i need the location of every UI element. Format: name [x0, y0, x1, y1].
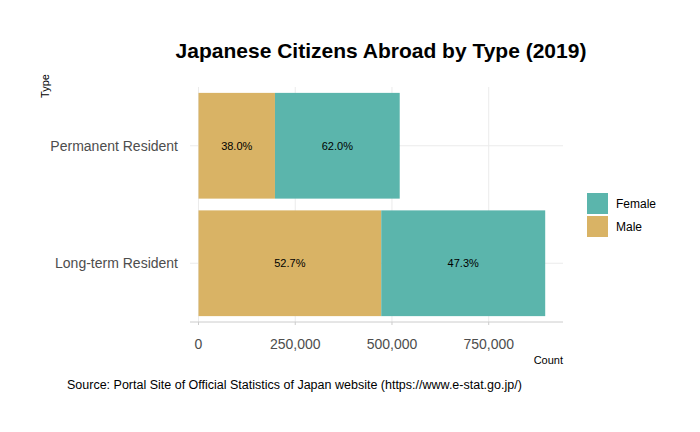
background	[0, 0, 700, 432]
chart: 38.0% 62.0% 52.7% 47.3% 0 250,000 500,000 750,0…	[0, 0, 700, 432]
data-labels: 38.0% 62.0% 52.7% 47.3%	[221, 140, 479, 270]
x-axis: 0 250,000 500,000 750,000	[195, 322, 515, 352]
legend-swatch	[587, 216, 608, 237]
legend-label: Female	[616, 197, 656, 211]
y-axis: Permanent Resident Long-term Resident	[50, 138, 178, 272]
bar	[275, 93, 400, 199]
tick-mark	[295, 322, 296, 325]
caption: Source: Portal Site of Official Statisti…	[67, 378, 522, 392]
data-label: 38.0%	[221, 140, 252, 152]
tick-mark	[198, 322, 199, 325]
legend-label: Male	[616, 220, 642, 234]
tick-label: 0	[195, 336, 203, 352]
tick-label: 500,000	[367, 336, 418, 352]
bars	[199, 93, 546, 316]
tick-mark	[391, 322, 392, 325]
data-label: 62.0%	[322, 140, 353, 152]
x-axis-title: Count	[534, 354, 563, 366]
y-axis-title: Type	[39, 74, 51, 98]
tick-label: 250,000	[270, 336, 321, 352]
category-label: Permanent Resident	[50, 138, 178, 154]
grid	[190, 87, 563, 322]
legend-swatch	[587, 193, 608, 214]
bar	[381, 210, 545, 316]
tick-label: 750,000	[463, 336, 514, 352]
title: Japanese Citizens Abroad by Type (2019)	[176, 39, 587, 62]
tick-mark	[488, 322, 489, 325]
data-label: 52.7%	[274, 257, 305, 269]
bar	[199, 210, 382, 316]
bar	[199, 93, 275, 199]
legend: Female Male	[587, 193, 656, 237]
x-axis-line	[190, 322, 563, 323]
category-label: Long-term Resident	[55, 255, 178, 271]
data-label: 47.3%	[448, 257, 479, 269]
